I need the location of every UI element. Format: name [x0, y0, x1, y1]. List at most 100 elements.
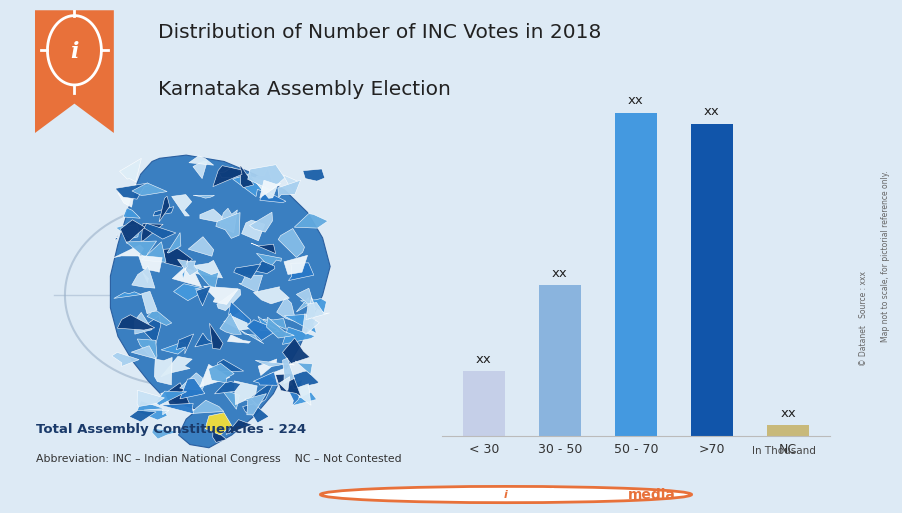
- Polygon shape: [253, 372, 278, 385]
- Polygon shape: [117, 315, 155, 330]
- Polygon shape: [284, 255, 308, 274]
- Text: In Thousand: In Thousand: [752, 446, 816, 456]
- Polygon shape: [275, 373, 301, 397]
- Text: xx: xx: [552, 267, 567, 280]
- Polygon shape: [200, 364, 230, 387]
- Text: Karnataka Assembly Election: Karnataka Assembly Election: [158, 80, 451, 98]
- Polygon shape: [260, 180, 281, 198]
- Polygon shape: [253, 287, 290, 304]
- Polygon shape: [189, 156, 214, 165]
- Polygon shape: [141, 315, 161, 344]
- Polygon shape: [189, 400, 224, 413]
- Polygon shape: [252, 176, 278, 199]
- Polygon shape: [267, 317, 294, 338]
- Polygon shape: [308, 297, 316, 320]
- Polygon shape: [114, 235, 118, 240]
- Polygon shape: [120, 220, 145, 244]
- Polygon shape: [176, 334, 194, 354]
- Bar: [767, 425, 809, 436]
- Polygon shape: [114, 292, 142, 299]
- Polygon shape: [215, 382, 241, 394]
- Polygon shape: [248, 165, 285, 190]
- Polygon shape: [251, 243, 276, 253]
- Polygon shape: [178, 260, 198, 276]
- Polygon shape: [241, 330, 264, 344]
- Polygon shape: [219, 167, 248, 177]
- Polygon shape: [147, 311, 171, 325]
- Polygon shape: [300, 299, 327, 312]
- Polygon shape: [277, 298, 296, 322]
- Text: xx: xx: [476, 353, 492, 366]
- Polygon shape: [172, 268, 201, 287]
- Polygon shape: [205, 413, 232, 435]
- Polygon shape: [142, 242, 166, 262]
- Polygon shape: [294, 213, 328, 228]
- Text: Abbreviation: INC – Indian National Congress    NC – Not Contested: Abbreviation: INC – Indian National Cong…: [36, 454, 401, 464]
- Polygon shape: [306, 303, 330, 320]
- Polygon shape: [110, 155, 330, 448]
- Polygon shape: [260, 190, 286, 203]
- Polygon shape: [179, 373, 204, 390]
- Polygon shape: [293, 392, 317, 405]
- Polygon shape: [258, 317, 280, 332]
- Polygon shape: [243, 404, 269, 423]
- Polygon shape: [144, 409, 169, 415]
- Polygon shape: [297, 288, 316, 310]
- Polygon shape: [204, 286, 238, 304]
- Polygon shape: [118, 184, 136, 207]
- Polygon shape: [240, 165, 253, 188]
- Polygon shape: [159, 196, 170, 222]
- Polygon shape: [283, 175, 297, 193]
- Polygon shape: [35, 10, 114, 133]
- Polygon shape: [196, 286, 211, 306]
- Polygon shape: [179, 379, 205, 399]
- Polygon shape: [161, 403, 194, 414]
- Text: indiastat: indiastat: [527, 487, 596, 502]
- Polygon shape: [112, 352, 139, 366]
- Polygon shape: [153, 207, 174, 216]
- Polygon shape: [255, 360, 294, 367]
- Polygon shape: [209, 323, 223, 349]
- Bar: [691, 124, 733, 436]
- Text: xx: xx: [780, 407, 796, 420]
- Polygon shape: [161, 393, 185, 412]
- Polygon shape: [155, 391, 187, 405]
- Polygon shape: [299, 384, 311, 405]
- Polygon shape: [213, 166, 242, 187]
- Polygon shape: [132, 266, 155, 288]
- Polygon shape: [131, 346, 156, 359]
- Polygon shape: [134, 312, 152, 334]
- Polygon shape: [246, 320, 278, 341]
- Polygon shape: [152, 428, 179, 439]
- Polygon shape: [295, 361, 312, 374]
- Polygon shape: [182, 260, 188, 279]
- Polygon shape: [212, 360, 244, 372]
- Polygon shape: [171, 194, 192, 216]
- Bar: [615, 113, 657, 436]
- Polygon shape: [139, 255, 162, 272]
- Polygon shape: [165, 383, 189, 408]
- Polygon shape: [120, 159, 142, 182]
- Polygon shape: [115, 225, 139, 239]
- Polygon shape: [216, 289, 241, 310]
- Polygon shape: [302, 313, 319, 334]
- Polygon shape: [282, 327, 315, 344]
- Text: media: media: [629, 487, 676, 502]
- Polygon shape: [254, 261, 275, 273]
- Text: xx: xx: [704, 105, 720, 118]
- Polygon shape: [216, 212, 240, 239]
- Polygon shape: [251, 380, 275, 405]
- Polygon shape: [213, 428, 226, 442]
- Polygon shape: [173, 284, 207, 301]
- Polygon shape: [220, 313, 242, 334]
- Polygon shape: [233, 173, 265, 196]
- Polygon shape: [137, 339, 157, 359]
- Text: i: i: [173, 281, 184, 309]
- Polygon shape: [194, 261, 223, 278]
- Polygon shape: [226, 420, 254, 435]
- Polygon shape: [258, 359, 277, 376]
- Polygon shape: [235, 381, 257, 405]
- Polygon shape: [208, 363, 235, 383]
- Polygon shape: [282, 338, 310, 364]
- Polygon shape: [114, 245, 143, 258]
